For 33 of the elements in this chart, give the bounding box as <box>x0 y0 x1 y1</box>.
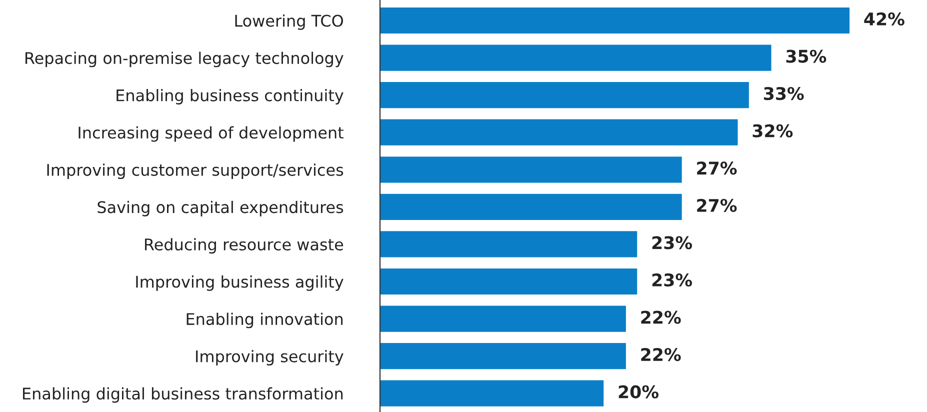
y-tick-label: Enabling business continuity <box>116 89 344 104</box>
data-label: 23% <box>652 273 692 287</box>
data-label: 23% <box>652 236 692 250</box>
data-label: 22% <box>641 348 681 362</box>
bar <box>380 343 626 370</box>
y-tick-label: Lowering TCO <box>235 14 343 30</box>
data-label: 35% <box>786 50 826 63</box>
y-tick-label: Enabling innovation <box>186 312 343 328</box>
y-tick-label: Improving customer support/services <box>47 164 344 180</box>
bar <box>380 156 682 183</box>
data-label: 27% <box>697 198 737 212</box>
data-label: 22% <box>641 310 681 324</box>
y-tick-label: Improving security <box>196 350 344 366</box>
bar <box>380 380 604 406</box>
bar <box>380 231 638 258</box>
data-label: 32% <box>752 124 793 138</box>
y-tick-label: Saving on capital expenditures <box>98 200 344 216</box>
data-label: 27% <box>697 162 737 175</box>
data-label: 20% <box>618 385 658 398</box>
bar <box>380 194 682 220</box>
data-label: 42% <box>864 12 904 26</box>
y-tick-label: Improving business agility <box>136 275 344 291</box>
bar <box>380 119 738 146</box>
bar <box>380 82 749 108</box>
bar <box>380 44 772 71</box>
data-label: 33% <box>764 86 804 100</box>
bar <box>380 7 850 34</box>
y-tick-label: Enabling digital business transformation <box>23 387 343 403</box>
y-tick-label: Reducing resource waste <box>145 238 344 254</box>
y-tick-label: Increasing speed of development <box>78 126 344 142</box>
y-tick-label: Repacing on-premise legacy technology <box>26 52 344 68</box>
bar <box>380 268 638 295</box>
bar <box>380 306 626 332</box>
